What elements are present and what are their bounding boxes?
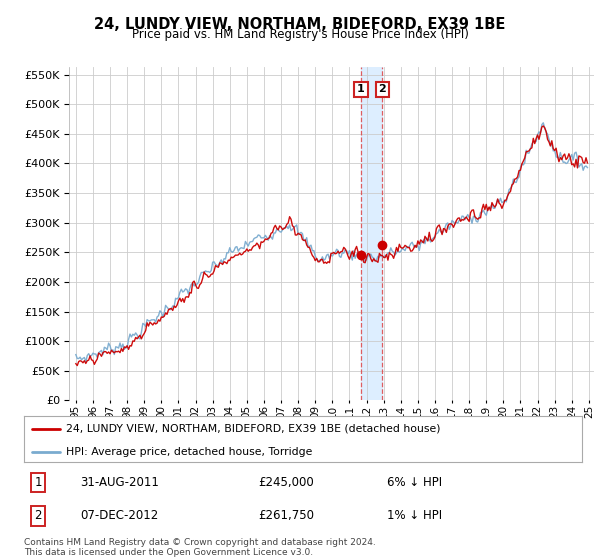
Text: 24, LUNDY VIEW, NORTHAM, BIDEFORD, EX39 1BE (detached house): 24, LUNDY VIEW, NORTHAM, BIDEFORD, EX39 … [66, 424, 440, 434]
Text: £261,750: £261,750 [259, 510, 314, 522]
Text: £245,000: £245,000 [259, 476, 314, 489]
Text: 2: 2 [379, 85, 386, 95]
Text: 07-DEC-2012: 07-DEC-2012 [80, 510, 158, 522]
Text: 2: 2 [34, 510, 42, 522]
Text: HPI: Average price, detached house, Torridge: HPI: Average price, detached house, Torr… [66, 447, 312, 457]
Text: 6% ↓ HPI: 6% ↓ HPI [387, 476, 442, 489]
Text: 1: 1 [357, 85, 365, 95]
Text: Price paid vs. HM Land Registry's House Price Index (HPI): Price paid vs. HM Land Registry's House … [131, 28, 469, 41]
Bar [361, 67, 382, 400]
Text: Contains HM Land Registry data © Crown copyright and database right 2024.
This d: Contains HM Land Registry data © Crown c… [24, 538, 376, 557]
Text: 24, LUNDY VIEW, NORTHAM, BIDEFORD, EX39 1BE: 24, LUNDY VIEW, NORTHAM, BIDEFORD, EX39 … [94, 17, 506, 32]
Text: 31-AUG-2011: 31-AUG-2011 [80, 476, 158, 489]
Text: 1% ↓ HPI: 1% ↓ HPI [387, 510, 442, 522]
Text: 1: 1 [34, 476, 42, 489]
